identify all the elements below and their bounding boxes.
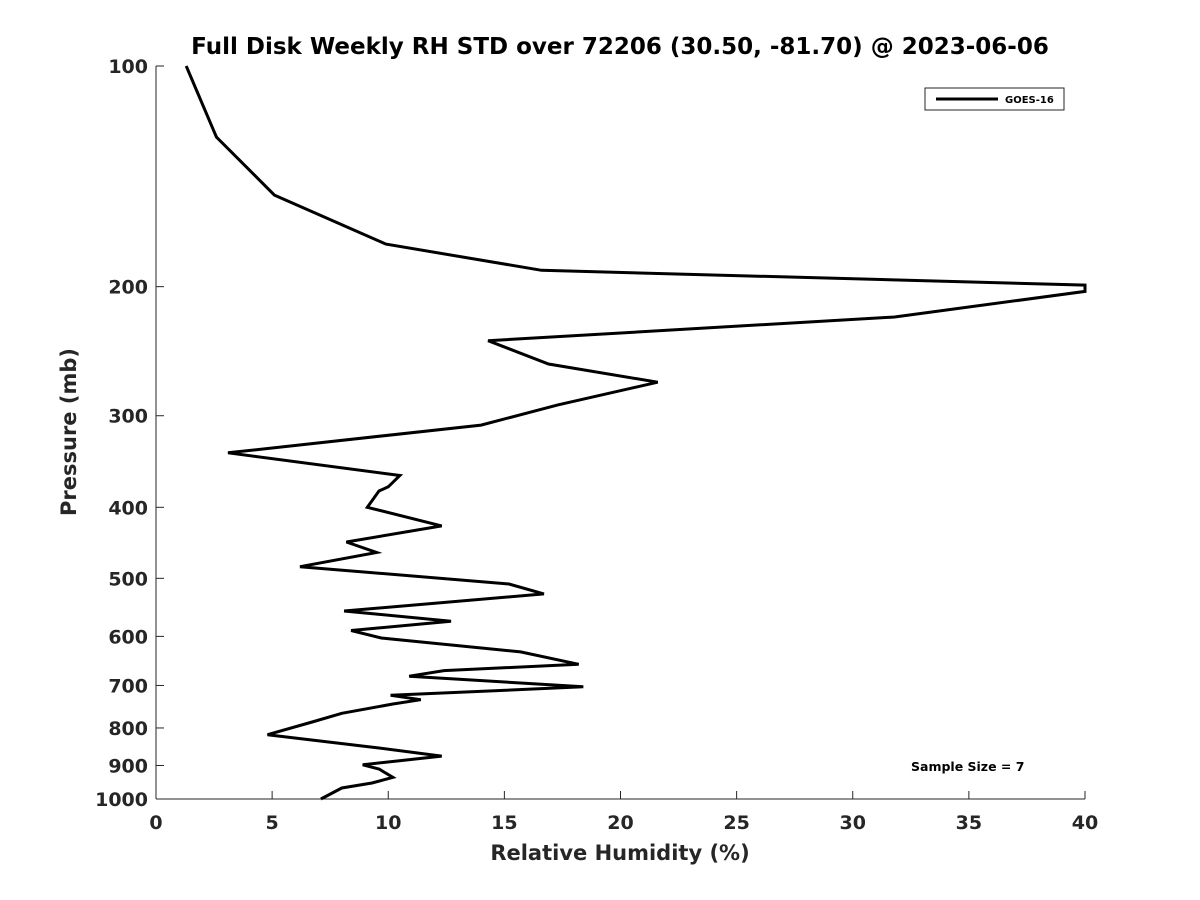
series-line-goes-16 [184, 65, 1087, 801]
x-axis-label: Relative Humidity (%) [490, 841, 749, 865]
legend: GOES-16 [924, 87, 1065, 111]
x-tick-label: 25 [723, 812, 749, 834]
x-axis-ticks: 0 5 10 15 20 25 30 35 40 [149, 791, 1098, 834]
y-tick-label: 900 [108, 755, 148, 777]
x-tick-label: 5 [266, 812, 279, 834]
x-tick-label: 15 [491, 812, 517, 834]
legend-entry-goes-16: GOES-16 [1005, 95, 1054, 106]
y-tick-label: 500 [108, 568, 148, 590]
y-tick-label: 600 [108, 626, 148, 648]
y-tick-label: 200 [108, 277, 148, 299]
y-tick-label: 700 [108, 675, 148, 697]
x-tick-label: 35 [956, 812, 982, 834]
x-tick-label: 20 [607, 812, 633, 834]
y-tick-label: 400 [108, 497, 148, 519]
y-tick-label: 1000 [95, 789, 148, 811]
sample-size-annotation: Sample Size = 7 [911, 759, 1024, 774]
y-tick-label: 800 [108, 718, 148, 740]
chart-title: Full Disk Weekly RH STD over 72206 (30.5… [191, 34, 1049, 60]
y-tick-label: 100 [108, 56, 148, 78]
x-tick-label: 10 [375, 812, 401, 834]
x-tick-label: 30 [840, 812, 866, 834]
y-tick-label: 300 [108, 406, 148, 428]
x-tick-label: 40 [1072, 812, 1098, 834]
y-axis-ticks: 100 200 300 400 500 600 700 800 900 1000 [95, 56, 164, 811]
y-axis-label: Pressure (mb) [57, 348, 81, 516]
x-tick-label: 0 [149, 812, 162, 834]
